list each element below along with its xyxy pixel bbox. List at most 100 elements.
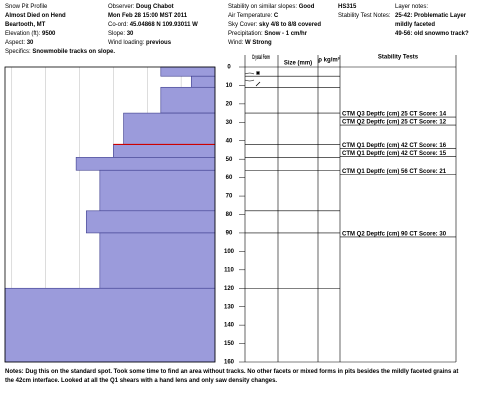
text-span: Crystal Form bbox=[252, 55, 270, 61]
header-field: Almost Died on Hend bbox=[5, 13, 66, 19]
layer-connector bbox=[244, 72, 255, 82]
test-label: CTM Q2 Deptfc (cm) 90 CT Score: 30 bbox=[342, 232, 447, 238]
y-tick-label: 110 bbox=[224, 267, 234, 273]
text-span: Observer: bbox=[108, 4, 135, 10]
y-tick-label: 0 bbox=[227, 65, 231, 71]
y-tick-label: 80 bbox=[226, 212, 233, 218]
text-span: Slope: bbox=[108, 31, 125, 37]
header-field: Air Temperature: C bbox=[228, 13, 279, 19]
text-span: Co-ord: bbox=[108, 22, 128, 28]
plot-frame bbox=[4, 66, 216, 363]
y-tick-label: 30 bbox=[226, 120, 233, 126]
header-field: Wind: W Strong bbox=[228, 40, 272, 46]
column-header: Crystal Form bbox=[252, 55, 270, 61]
layer-bar bbox=[99, 232, 216, 289]
header-field: Co-ord: 45.04868 N 109.93011 W bbox=[108, 22, 198, 28]
header-field: Beartooth, MT bbox=[5, 22, 46, 28]
layer-bar bbox=[4, 287, 216, 363]
text-span: the 42cm interface. Looked at all the Q1… bbox=[5, 378, 277, 384]
text-span: Layer notes: bbox=[395, 4, 428, 10]
text-span: Doug Chabot bbox=[136, 4, 174, 10]
header-field: Observer: Doug Chabot bbox=[108, 4, 174, 10]
header-field: Snow Pit Profile bbox=[5, 4, 48, 10]
header-field: Stability on similar slopes: Good bbox=[228, 4, 315, 10]
y-tick-label: 40 bbox=[226, 138, 233, 144]
y-tick-label: 100 bbox=[224, 249, 235, 255]
text-span: 30 bbox=[27, 40, 34, 46]
y-tick-label: 50 bbox=[226, 157, 233, 163]
header-field: Elevation (ft): 9500 bbox=[5, 31, 56, 37]
text-span: Aspect: bbox=[5, 40, 25, 46]
text-span: Snowmobile tracks on slope. bbox=[32, 49, 115, 55]
text-span: Dug this on the standard spot. Took some… bbox=[25, 369, 458, 375]
text-span: HS315 bbox=[338, 4, 357, 10]
text-span: 25-42: Problematic Layer bbox=[395, 13, 467, 19]
text-span: Good bbox=[299, 4, 315, 10]
header-field: Specifics: Snowmobile tracks on slope. bbox=[5, 49, 115, 55]
layer-bar bbox=[85, 210, 216, 234]
header-field: HS315 bbox=[338, 4, 357, 10]
text-span: Sky Cover: bbox=[228, 22, 258, 28]
layer-bar bbox=[160, 86, 216, 114]
text-span: Wind: bbox=[228, 40, 244, 46]
text-span: Snow Pit Profile bbox=[5, 4, 48, 10]
test-label: CTM Q1 Deptfc (cm) 42 CT Score: 16 bbox=[342, 143, 447, 149]
y-tick-label: 140 bbox=[224, 323, 235, 329]
header-field: mildly faceted bbox=[395, 22, 435, 28]
header-field: Layer notes: bbox=[395, 4, 428, 10]
text-span: sky 4/8 to 8/8 covered bbox=[259, 22, 321, 28]
text-span: Wind loading: bbox=[108, 40, 145, 46]
text-span: 30 bbox=[127, 31, 134, 37]
text-span: W Strong bbox=[245, 40, 272, 46]
header-field: 25-42: Problematic Layer bbox=[395, 13, 467, 19]
y-tick-label: 90 bbox=[226, 231, 233, 237]
column-header: Size (mm) bbox=[284, 61, 312, 67]
y-tick-label: 60 bbox=[226, 175, 233, 181]
column-header: ρ kg/m³ bbox=[318, 57, 339, 64]
layer-bar bbox=[160, 66, 216, 77]
text-span: Precipitation: bbox=[228, 31, 263, 37]
header-field: Mon Feb 28 15:00 MST 2011 bbox=[108, 13, 188, 19]
crystal-symbol bbox=[256, 71, 260, 75]
y-tick-label: 10 bbox=[226, 83, 233, 89]
text-span: Stability on similar slopes: bbox=[228, 4, 297, 10]
text-span: Air Temperature: bbox=[228, 13, 273, 19]
y-tick-label: 160 bbox=[224, 360, 235, 366]
layer-bar bbox=[123, 112, 216, 145]
text-span: Almost Died on Hend bbox=[5, 13, 66, 19]
text-span: 9500 bbox=[42, 31, 56, 37]
text-span: Beartooth, MT bbox=[5, 22, 46, 28]
notes-line: the 42cm interface. Looked at all the Q1… bbox=[5, 378, 277, 384]
y-tick-label: 20 bbox=[226, 101, 233, 107]
y-tick-label: 130 bbox=[224, 304, 235, 310]
header-field: Slope: 30 bbox=[108, 31, 134, 37]
header-field: Sky Cover: sky 4/8 to 8/8 covered bbox=[228, 22, 321, 28]
test-label: CTM Q3 Deptfc (cm) 25 CT Score: 14 bbox=[342, 112, 447, 118]
layer-bar bbox=[75, 157, 216, 171]
test-label: CTM Q1 Deptfc (cm) 56 CT Score: 21 bbox=[342, 169, 447, 175]
text-span: previous bbox=[146, 40, 172, 46]
column-header: Stability Tests bbox=[378, 55, 419, 61]
header-field: Stability Test Notes: bbox=[338, 13, 391, 19]
text-span: Elevation (ft): bbox=[5, 31, 41, 37]
text-span: 49-56: old snowmo track? bbox=[395, 31, 469, 37]
y-tick-label: 70 bbox=[226, 194, 233, 200]
text-span: Snow - 1 cm/hr bbox=[264, 31, 307, 37]
text-span: Specifics: bbox=[5, 49, 31, 55]
test-label: CTM Q1 Deptfc (cm) 42 CT Score: 15 bbox=[342, 151, 447, 157]
layer-bar bbox=[113, 144, 216, 158]
text-span: Notes: bbox=[5, 369, 24, 375]
layer-bar bbox=[99, 169, 216, 212]
crystal-symbol bbox=[255, 81, 261, 87]
y-tick-label: 150 bbox=[224, 341, 235, 347]
header-field: Wind loading: previous bbox=[108, 40, 172, 46]
y-tick-label: 120 bbox=[224, 286, 235, 292]
header-field: Precipitation: Snow - 1 cm/hr bbox=[228, 31, 308, 37]
text-span: Mon Feb 28 15:00 MST 2011 bbox=[108, 13, 188, 19]
notes-line: Notes: Dug this on the standard spot. To… bbox=[5, 369, 458, 375]
text-span: 45.04868 N 109.93011 W bbox=[130, 22, 198, 28]
header-field: Aspect: 30 bbox=[5, 40, 34, 46]
test-label: CTM Q2 Deptfc (cm) 25 CT Score: 12 bbox=[342, 120, 447, 126]
text-span: Stability Test Notes: bbox=[338, 13, 391, 19]
